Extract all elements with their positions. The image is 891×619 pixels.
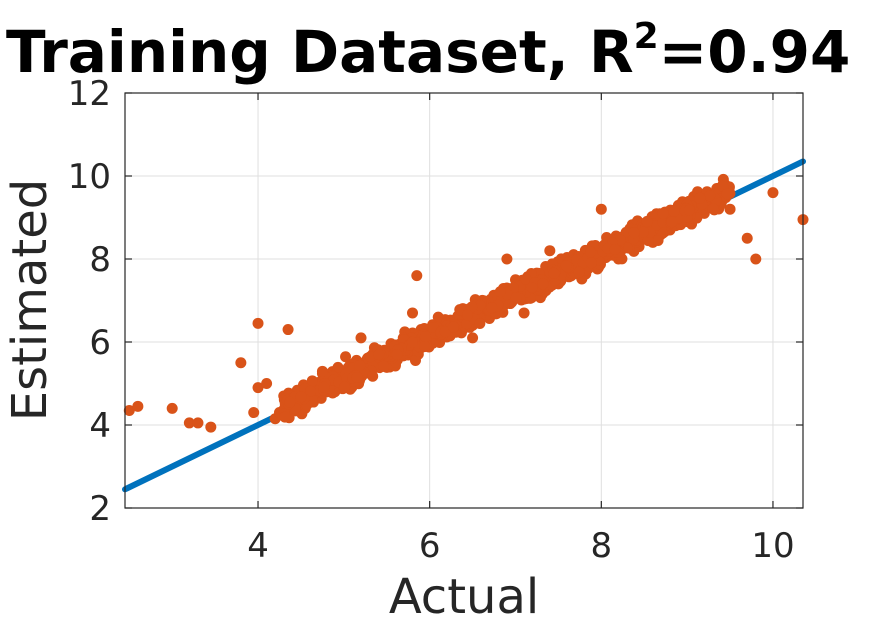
- data-point: [261, 378, 273, 389]
- data-point: [279, 411, 291, 423]
- data-point: [724, 203, 736, 215]
- data-point: [466, 301, 478, 313]
- data-point: [657, 208, 669, 220]
- data-point: [282, 324, 294, 336]
- data-point: [132, 400, 144, 412]
- data-point: [378, 360, 390, 372]
- data-point: [205, 421, 217, 433]
- plot-frame: [124, 92, 804, 509]
- data-point: [641, 215, 653, 227]
- data-point: [340, 351, 352, 363]
- data-point: [339, 381, 351, 393]
- data-point: [526, 281, 538, 293]
- axes: [124, 92, 804, 509]
- data-point: [704, 190, 716, 202]
- data-point: [439, 326, 451, 338]
- data-point: [248, 407, 260, 419]
- data-point: [668, 205, 680, 217]
- chart-title-main: Training Dataset, R: [6, 18, 634, 86]
- data-point: [367, 370, 379, 382]
- data-point: [391, 349, 403, 361]
- points-layer: [123, 173, 809, 433]
- data-point: [316, 365, 328, 377]
- chart-title-suffix: =0.94: [659, 18, 851, 86]
- data-point: [683, 204, 695, 216]
- data-point: [305, 385, 317, 397]
- data-point: [364, 351, 376, 363]
- x-tick-label: 10: [751, 526, 794, 566]
- data-point: [192, 417, 204, 429]
- data-point: [351, 372, 363, 384]
- data-point: [609, 243, 621, 255]
- data-point: [183, 417, 195, 429]
- data-point: [406, 336, 418, 348]
- data-point: [637, 226, 649, 238]
- x-tick-label: 6: [419, 526, 441, 566]
- data-point: [354, 359, 366, 371]
- y-tick-label: 4: [89, 406, 111, 446]
- data-point: [284, 396, 296, 408]
- data-point: [620, 226, 632, 238]
- y-axis-label: Estimated: [2, 179, 58, 421]
- data-point: [642, 235, 654, 247]
- data-point: [544, 245, 556, 257]
- data-point: [585, 246, 597, 258]
- data-point: [409, 354, 421, 366]
- data-point: [721, 188, 733, 200]
- data-point: [461, 309, 473, 321]
- data-point: [447, 321, 459, 333]
- data-point: [707, 203, 719, 215]
- y-tick-label: 12: [68, 74, 111, 114]
- data-point: [510, 291, 522, 303]
- data-point: [573, 266, 585, 278]
- data-point: [494, 286, 506, 298]
- data-point: [419, 340, 431, 352]
- x-axis-label: Actual: [389, 569, 539, 619]
- chart-title: Training Dataset, R2=0.94: [6, 16, 850, 86]
- x-tick-label: 8: [590, 526, 612, 566]
- data-point: [486, 302, 498, 314]
- data-point: [520, 273, 532, 285]
- data-point: [123, 404, 135, 416]
- data-point: [407, 307, 419, 319]
- grid: [125, 92, 803, 509]
- x-tick-label: 4: [247, 526, 269, 566]
- data-point: [474, 300, 486, 312]
- data-point: [694, 192, 706, 204]
- data-point: [355, 332, 367, 344]
- data-point: [474, 317, 486, 329]
- y-tick-label: 6: [89, 323, 111, 363]
- data-point: [166, 402, 178, 414]
- data-point: [411, 270, 423, 282]
- y-tick-label: 2: [89, 489, 111, 529]
- data-point: [595, 203, 607, 215]
- y-tick-label: 10: [68, 157, 111, 197]
- data-point: [767, 187, 779, 199]
- data-point: [750, 253, 762, 265]
- data-point: [548, 267, 560, 279]
- data-point: [306, 375, 318, 387]
- data-point: [652, 234, 664, 246]
- data-point: [332, 361, 344, 373]
- data-point: [560, 260, 572, 272]
- data-point: [252, 317, 264, 329]
- tick-labels: 4 6 8 10 2 4 6 8 10 12: [68, 74, 795, 566]
- data-point: [419, 330, 431, 342]
- data-point: [501, 253, 513, 265]
- data-point: [666, 216, 678, 228]
- data-point: [295, 391, 307, 403]
- data-point: [518, 307, 530, 319]
- chart-title-superscript: 2: [634, 16, 659, 57]
- data-point: [537, 278, 549, 290]
- data-point: [373, 349, 385, 361]
- data-point: [235, 357, 247, 369]
- data-point: [252, 382, 264, 394]
- data-point: [741, 232, 753, 244]
- data-point: [585, 257, 597, 269]
- data-point: [467, 332, 479, 344]
- y-tick-label: 8: [89, 240, 111, 280]
- data-point: [628, 227, 640, 239]
- data-point: [318, 381, 330, 393]
